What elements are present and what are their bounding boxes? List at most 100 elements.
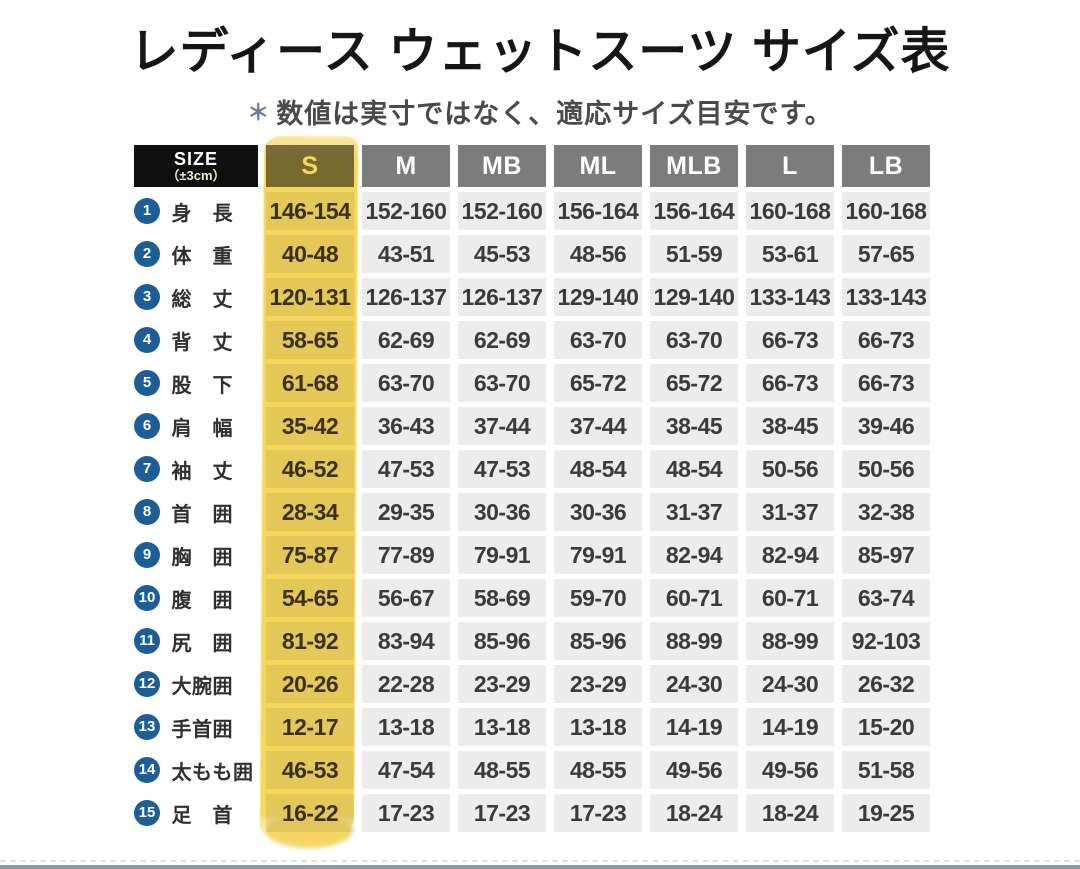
size-table-container: SIZE （±3cm） S M MB ML MLB L LB 1 身 長 146… [126,135,938,843]
size-value-cell-mlb: 65-72 [650,364,738,402]
row-number-badge: 8 [134,499,160,525]
row-number-badge: 12 [134,671,160,697]
row-label-cell: 4 背 丈 [134,321,258,359]
row-number-badge: 13 [134,714,160,740]
size-value-cell-s: 20-26 [266,665,354,703]
row-label-cell: 7 袖 丈 [134,450,258,488]
row-number-badge: 7 [134,456,160,482]
size-value-cell-mlb: 24-30 [650,665,738,703]
bottom-edge-bar [0,865,1080,869]
size-value-cell-m: 152-160 [362,192,450,230]
row-label: 手首囲 [171,718,233,741]
size-value-cell-s: 54-65 [266,579,354,617]
size-corner-cell: SIZE （±3cm） [134,145,258,187]
size-value-cell-m: 47-54 [362,751,450,789]
size-value-cell-s: 81-92 [266,622,354,660]
row-label-cell: 11 尻 囲 [134,622,258,660]
size-value-cell-lb: 133-143 [842,278,930,316]
row-label-cell: 9 胸 囲 [134,536,258,574]
size-value-cell-lb: 85-97 [842,536,930,574]
page-note-text: 数値は実寸ではなく、適応サイズ目安です。 [276,99,833,129]
row-number-badge: 5 [134,370,160,396]
row-label: 体 重 [171,245,233,268]
row-label-cell: 14 太もも囲 [134,751,258,789]
size-value-cell-lb: 57-65 [842,235,930,273]
measurement-row: 10 腹 囲 54-65 56-67 58-69 59-70 60-71 60-71 63-… [134,579,930,617]
size-value-cell-s: 58-65 [266,321,354,359]
size-value-cell-lb: 19-25 [842,794,930,832]
size-value-cell-mb: 30-36 [458,493,546,531]
size-value-cell-mb: 152-160 [458,192,546,230]
size-value-cell-m: 13-18 [362,708,450,746]
size-value-cell-ml: 79-91 [554,536,642,574]
row-label-cell: 1 身 長 [134,192,258,230]
size-value-cell-s: 46-52 [266,450,354,488]
row-label: 股 下 [171,374,233,397]
size-value-cell-mb: 23-29 [458,665,546,703]
size-value-cell-mb: 79-91 [458,536,546,574]
size-value-cell-l: 18-24 [746,794,834,832]
size-value-cell-mlb: 63-70 [650,321,738,359]
column-header-mlb: MLB [650,145,738,187]
size-value-cell-l: 66-73 [746,364,834,402]
size-value-cell-m: 47-53 [362,450,450,488]
row-label-cell: 5 股 下 [134,364,258,402]
size-value-cell-mlb: 88-99 [650,622,738,660]
size-value-cell-mb: 47-53 [458,450,546,488]
row-label-cell: 8 首 囲 [134,493,258,531]
size-corner-tolerance: （±3cm） [166,167,226,183]
size-value-cell-s: 28-34 [266,493,354,531]
size-table: SIZE （±3cm） S M MB ML MLB L LB 1 身 長 146… [126,140,938,837]
size-value-cell-ml: 23-29 [554,665,642,703]
size-value-cell-ml: 63-70 [554,321,642,359]
size-value-cell-mlb: 129-140 [650,278,738,316]
size-value-cell-lb: 32-38 [842,493,930,531]
size-value-cell-m: 126-137 [362,278,450,316]
row-label-cell: 12 大腕囲 [134,665,258,703]
size-value-cell-mb: 62-69 [458,321,546,359]
size-value-cell-lb: 15-20 [842,708,930,746]
size-value-cell-m: 83-94 [362,622,450,660]
row-label: 腹 囲 [171,589,233,612]
bottom-dashed-divider [0,860,1080,862]
size-value-cell-l: 14-19 [746,708,834,746]
row-label: 足 首 [171,804,233,827]
size-value-cell-m: 17-23 [362,794,450,832]
measurement-row: 4 背 丈 58-65 62-69 62-69 63-70 63-70 66-73 66-7… [134,321,930,359]
column-header-l: L [746,145,834,187]
size-value-cell-mb: 126-137 [458,278,546,316]
size-value-cell-mb: 37-44 [458,407,546,445]
measurement-row: 2 体 重 40-48 43-51 45-53 48-56 51-59 53-61 57-6… [134,235,930,273]
size-value-cell-mb: 85-96 [458,622,546,660]
size-value-cell-m: 43-51 [362,235,450,273]
size-value-cell-l: 49-56 [746,751,834,789]
measurement-row: 9 胸 囲 75-87 77-89 79-91 79-91 82-94 82-94 85-9… [134,536,930,574]
row-label: 総 丈 [171,288,233,311]
size-value-cell-s: 120-131 [266,278,354,316]
column-header-ml: ML [554,145,642,187]
measurement-row: 11 尻 囲 81-92 83-94 85-96 85-96 88-99 88-99 92-… [134,622,930,660]
size-value-cell-mlb: 48-54 [650,450,738,488]
size-value-cell-ml: 37-44 [554,407,642,445]
size-value-cell-ml: 129-140 [554,278,642,316]
size-value-cell-s: 75-87 [266,536,354,574]
size-value-cell-ml: 48-56 [554,235,642,273]
row-number-badge: 6 [134,413,160,439]
measurement-row: 13 手首囲 12-17 13-18 13-18 13-18 14-19 14-19 15-… [134,708,930,746]
size-value-cell-ml: 85-96 [554,622,642,660]
header-row: SIZE （±3cm） S M MB ML MLB L LB [134,145,930,187]
size-value-cell-ml: 59-70 [554,579,642,617]
measurement-row: 7 袖 丈 46-52 47-53 47-53 48-54 48-54 50-56 50-5… [134,450,930,488]
row-number-badge: 3 [134,284,160,310]
size-value-cell-l: 133-143 [746,278,834,316]
size-value-cell-s: 12-17 [266,708,354,746]
size-value-cell-mlb: 38-45 [650,407,738,445]
size-value-cell-lb: 51-58 [842,751,930,789]
row-number-badge: 9 [134,542,160,568]
row-label-cell: 10 腹 囲 [134,579,258,617]
size-value-cell-ml: 30-36 [554,493,642,531]
row-label: 太もも囲 [171,761,254,784]
size-corner-title: SIZE [173,148,218,169]
size-value-cell-mb: 13-18 [458,708,546,746]
size-value-cell-lb: 50-56 [842,450,930,488]
